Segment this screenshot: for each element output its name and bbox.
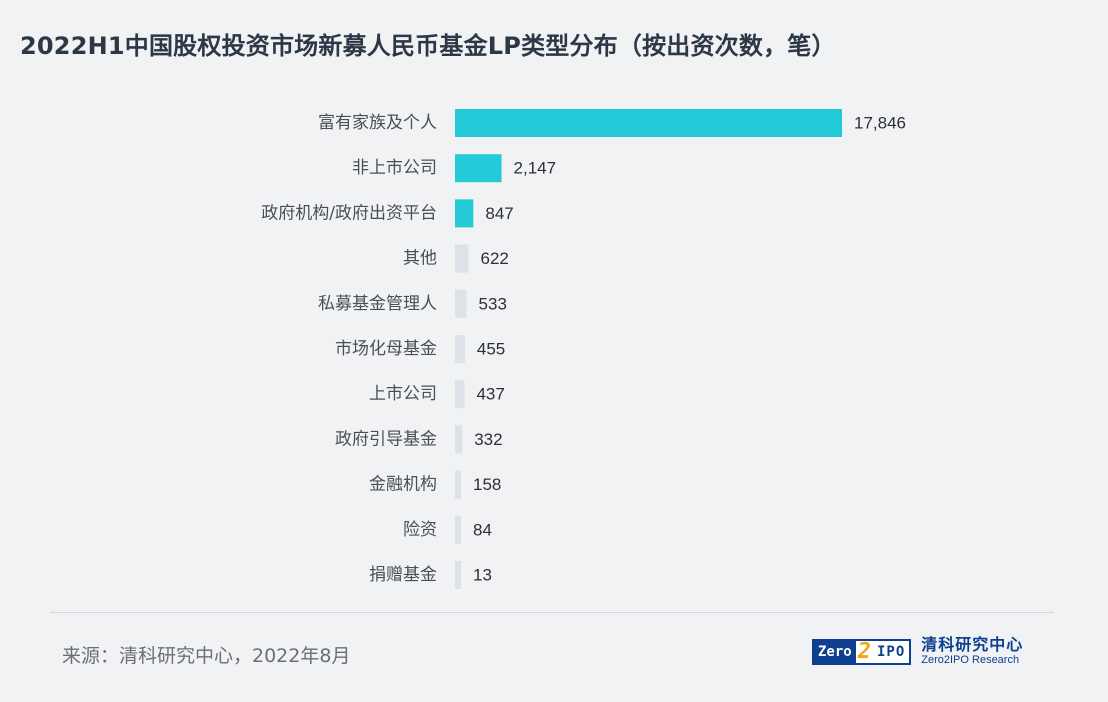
value-label: 17,846: [854, 114, 906, 133]
bar: [455, 154, 502, 183]
bar: [455, 380, 465, 409]
logo-mark: Zero 2 IPO: [812, 638, 912, 665]
value-label: 158: [473, 475, 501, 494]
source-note: 来源：清科研究中心，2022年8月: [62, 645, 351, 667]
value-label: 332: [474, 430, 502, 449]
logo-mark-two: 2: [857, 638, 871, 664]
category-label: 捐赠基金: [369, 565, 437, 585]
chart-title: 2022H1中国股权投资市场新募人民币基金LP类型分布（按出资次数，笔）: [20, 32, 836, 60]
value-label: 847: [485, 204, 513, 223]
bar-chart: 富有家族及个人 17,846 非上市公司 2,147 政府机构/政府出资平台 847 其他 6…: [261, 109, 906, 589]
logo-name-en: Zero2IPO Research: [921, 654, 1020, 667]
category-label: 上市公司: [369, 384, 437, 404]
logo-mark-zero: Zero: [814, 640, 856, 663]
bar: [455, 289, 467, 318]
value-label: 2,147: [514, 159, 557, 178]
category-label: 私募基金管理人: [318, 294, 437, 314]
bar: [455, 425, 463, 454]
zero2ipo-logo: Zero 2 IPO 清科研究中心 Zero2IPO Research: [812, 635, 1024, 667]
category-label: 险资: [403, 520, 437, 540]
bar: [455, 515, 461, 544]
value-label: 455: [477, 340, 505, 359]
category-label: 富有家族及个人: [318, 113, 437, 133]
logo-text: 清科研究中心 Zero2IPO Research: [921, 635, 1024, 667]
bar: [455, 109, 842, 137]
value-label: 533: [479, 294, 507, 313]
divider: [50, 612, 1054, 613]
category-label: 非上市公司: [352, 158, 437, 178]
bar: [455, 561, 461, 589]
logo-name-cn: 清科研究中心: [921, 635, 1024, 654]
bar: [455, 470, 461, 499]
category-label: 金融机构: [369, 475, 437, 495]
bar: [455, 335, 465, 363]
value-label: 437: [476, 385, 504, 404]
bar: [455, 244, 469, 273]
category-label: 市场化母基金: [335, 339, 437, 359]
value-label: 622: [480, 249, 508, 268]
category-label: 政府引导基金: [335, 429, 437, 449]
value-label: 84: [473, 520, 492, 539]
category-label: 政府机构/政府出资平台: [261, 203, 437, 223]
logo-mark-ipo: IPO: [876, 643, 906, 660]
value-label: 13: [473, 566, 492, 585]
category-label: 其他: [403, 249, 437, 269]
bar: [455, 199, 474, 228]
